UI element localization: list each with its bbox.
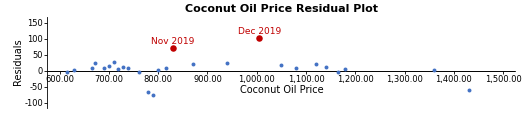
Point [70, 69, 79, 71]
Point [154, 69, 163, 71]
Text: Dec 2019: Dec 2019 [238, 27, 281, 36]
Point [277, 64, 286, 66]
Text: Nov 2019: Nov 2019 [151, 37, 195, 46]
Point [312, 63, 320, 66]
Title: Coconut Oil Price Residual Plot: Coconut Oil Price Residual Plot [185, 4, 378, 14]
Point [118, 66, 127, 68]
Point [91, 62, 99, 64]
Point [430, 69, 438, 71]
Point [124, 67, 132, 69]
Y-axis label: Residuals: Residuals [13, 39, 23, 85]
Point [134, 71, 143, 74]
Point [63, 71, 71, 74]
Point [100, 67, 108, 69]
Point [255, 37, 264, 39]
Point [105, 65, 113, 67]
Point [188, 63, 197, 66]
Point [149, 94, 157, 96]
Point [223, 62, 231, 64]
Point [114, 68, 122, 70]
Point [321, 66, 330, 68]
Point [161, 67, 170, 69]
Point [169, 47, 177, 49]
Point [144, 91, 153, 93]
Point [464, 89, 473, 91]
Point [334, 70, 342, 73]
Point [109, 61, 118, 63]
Point [292, 67, 300, 69]
Point [87, 67, 96, 69]
Point [341, 68, 350, 70]
X-axis label: Coconut Oil Price: Coconut Oil Price [240, 85, 323, 95]
